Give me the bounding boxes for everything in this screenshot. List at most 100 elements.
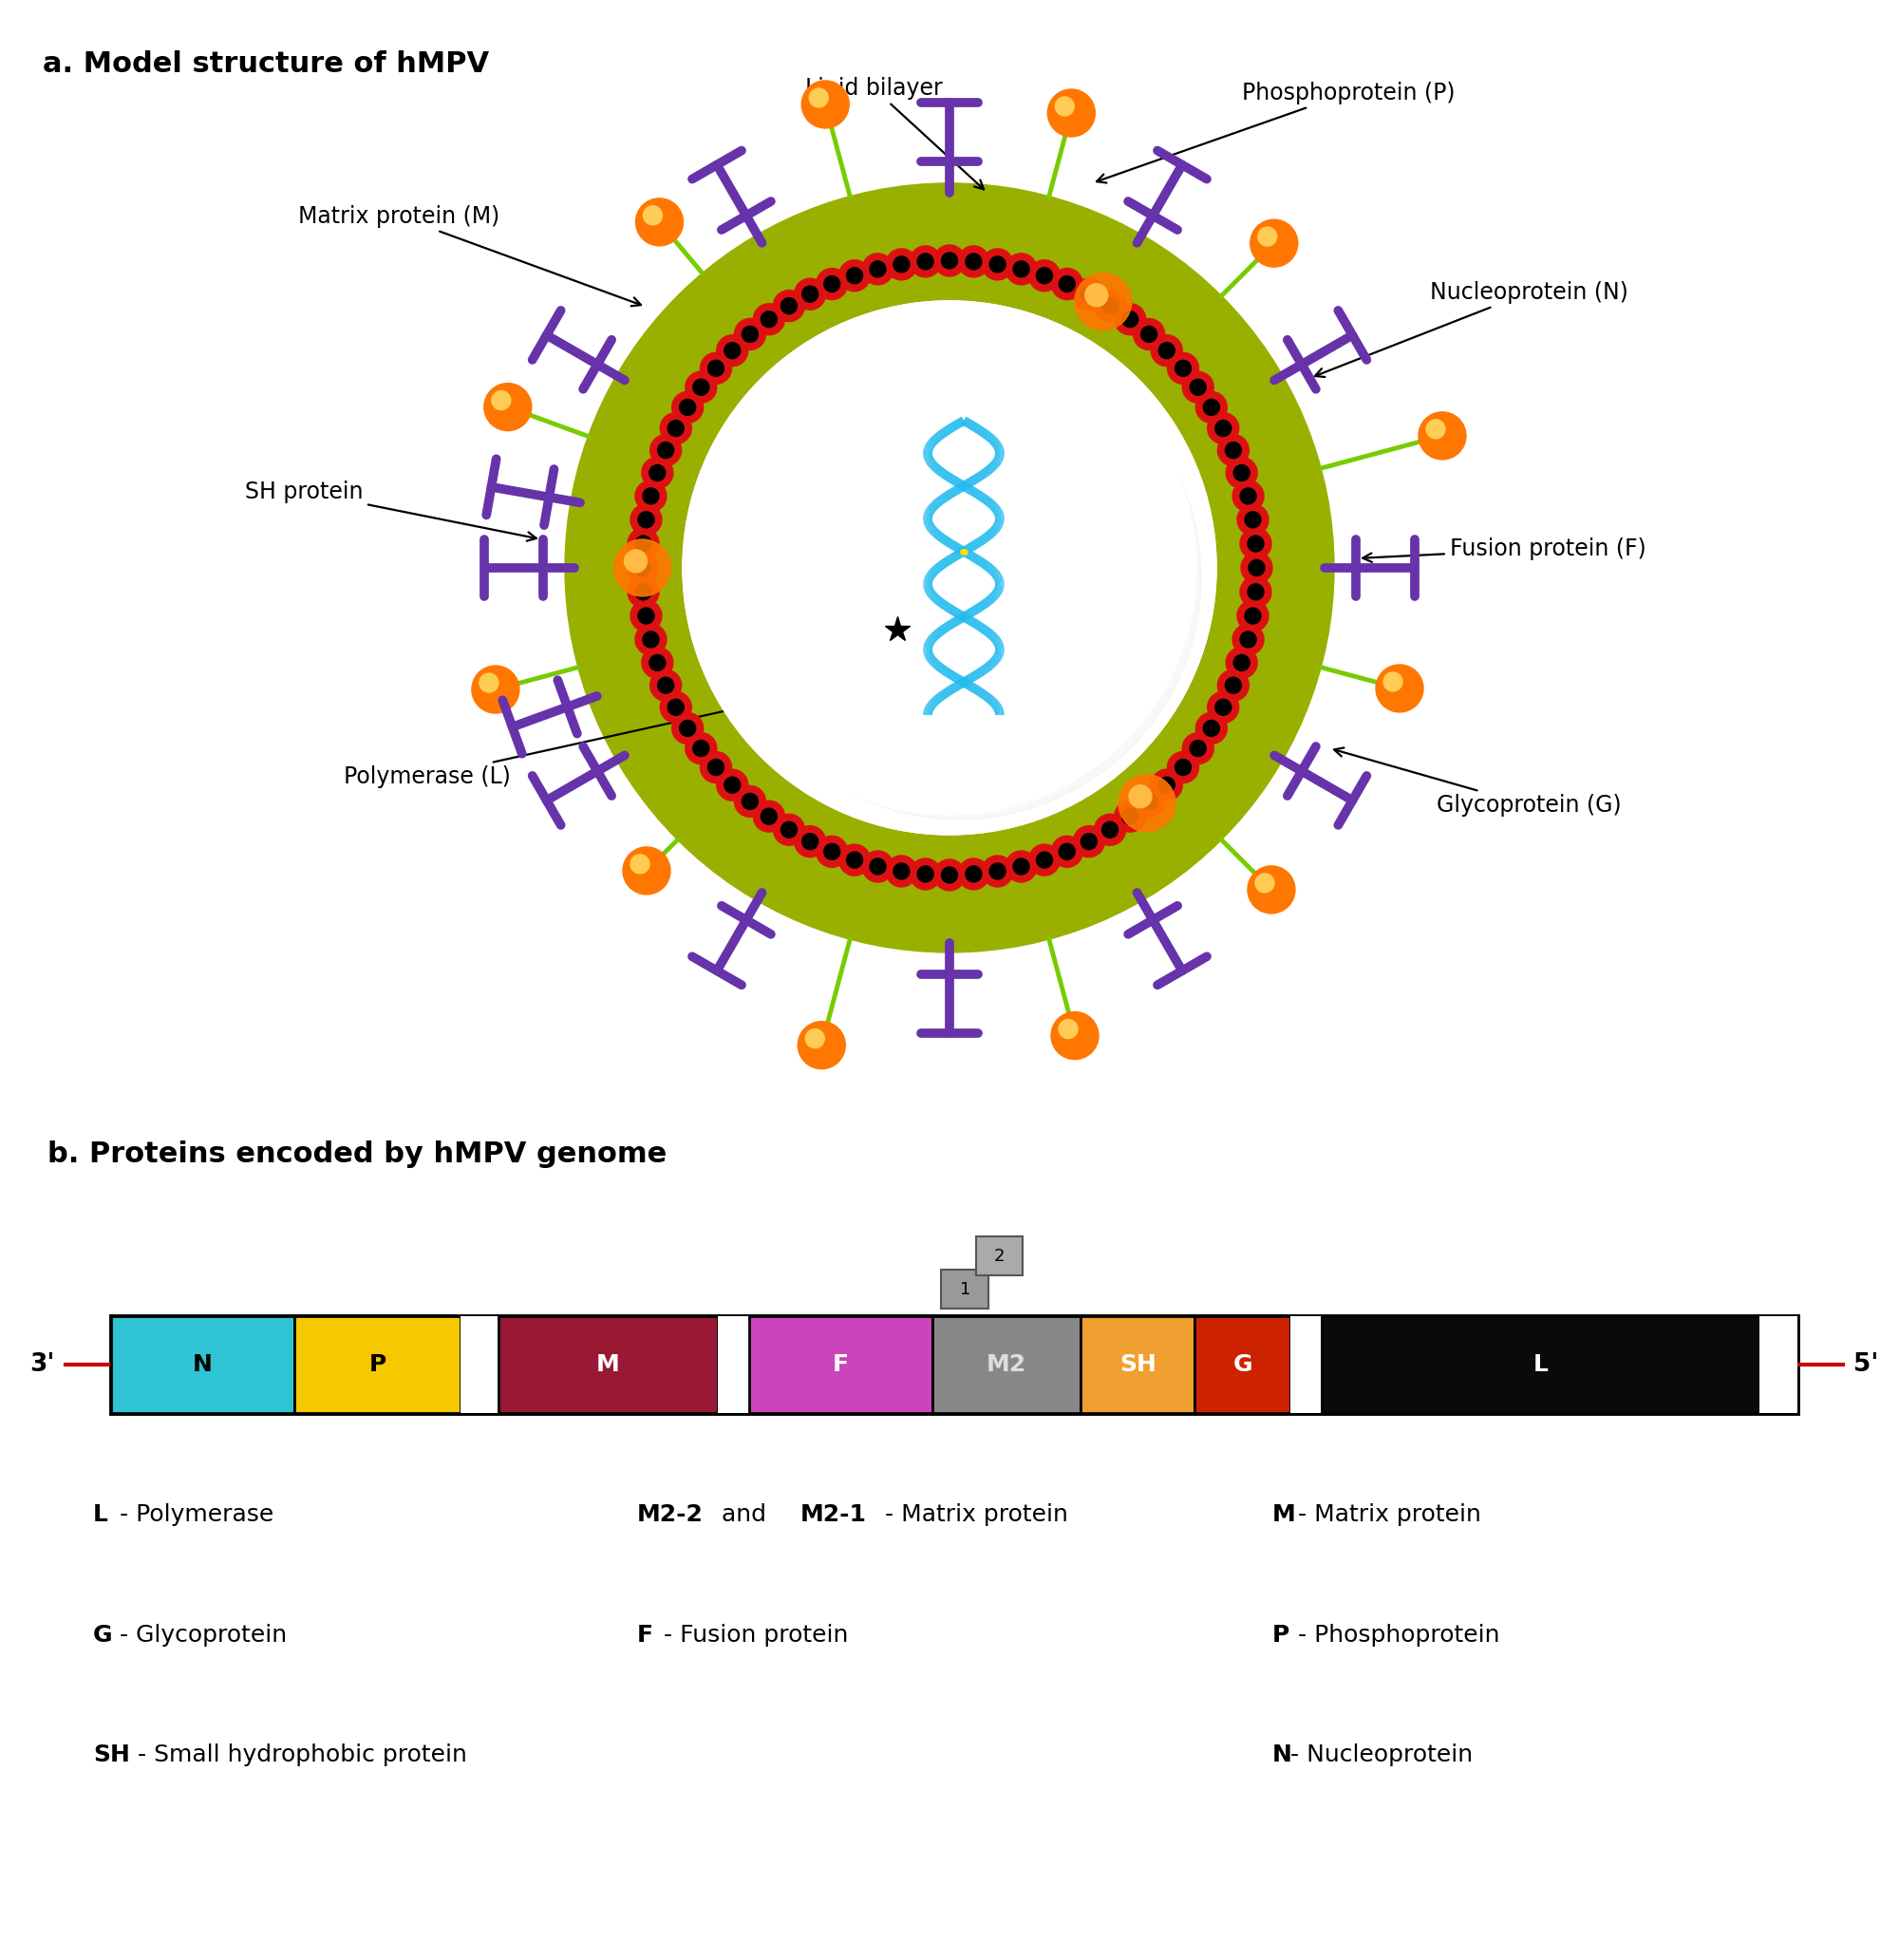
Circle shape xyxy=(1115,800,1145,831)
Circle shape xyxy=(1248,584,1265,600)
Circle shape xyxy=(708,361,724,376)
Circle shape xyxy=(649,465,665,480)
Text: M2-2: M2-2 xyxy=(636,1503,703,1527)
Circle shape xyxy=(794,825,826,857)
Bar xyxy=(1322,1315,1758,1413)
Circle shape xyxy=(649,655,665,670)
Circle shape xyxy=(1175,759,1191,776)
Text: N: N xyxy=(1272,1744,1291,1766)
Circle shape xyxy=(1217,670,1250,702)
Circle shape xyxy=(693,378,708,396)
Circle shape xyxy=(471,666,518,713)
Circle shape xyxy=(1094,813,1126,845)
Circle shape xyxy=(1006,253,1037,284)
Circle shape xyxy=(798,1021,845,1068)
Circle shape xyxy=(1037,853,1052,868)
Text: P: P xyxy=(1272,1623,1289,1646)
Text: 1: 1 xyxy=(959,1280,970,1298)
Circle shape xyxy=(1250,561,1265,576)
Circle shape xyxy=(917,866,934,882)
Circle shape xyxy=(773,813,805,845)
Text: SH protein: SH protein xyxy=(245,480,536,541)
Circle shape xyxy=(1122,312,1138,327)
Circle shape xyxy=(839,845,870,876)
Circle shape xyxy=(642,631,659,647)
Circle shape xyxy=(1094,290,1126,321)
Circle shape xyxy=(1037,269,1052,284)
Circle shape xyxy=(893,257,910,272)
Text: G: G xyxy=(93,1623,112,1646)
Circle shape xyxy=(627,553,659,584)
Circle shape xyxy=(1119,774,1175,831)
Circle shape xyxy=(1168,353,1198,384)
Circle shape xyxy=(686,372,716,404)
Circle shape xyxy=(1151,770,1183,802)
Circle shape xyxy=(724,343,741,359)
Circle shape xyxy=(1158,343,1175,359)
Circle shape xyxy=(1426,419,1445,439)
Circle shape xyxy=(817,269,847,300)
Circle shape xyxy=(703,321,1196,815)
Circle shape xyxy=(1238,504,1269,535)
Circle shape xyxy=(1227,457,1257,488)
Text: L: L xyxy=(93,1503,108,1527)
Bar xyxy=(110,1315,294,1413)
Text: - Matrix protein: - Matrix protein xyxy=(1291,1503,1481,1527)
Circle shape xyxy=(1204,400,1219,416)
Circle shape xyxy=(735,319,765,351)
Circle shape xyxy=(1196,713,1227,745)
Circle shape xyxy=(885,857,917,886)
Bar xyxy=(718,1315,748,1413)
Circle shape xyxy=(627,576,659,608)
Circle shape xyxy=(686,733,716,764)
Text: M: M xyxy=(1272,1503,1295,1527)
Circle shape xyxy=(642,647,672,678)
Circle shape xyxy=(847,853,862,868)
Circle shape xyxy=(917,253,934,270)
Circle shape xyxy=(1101,821,1119,837)
Circle shape xyxy=(1419,412,1466,459)
Text: Fusion protein (F): Fusion protein (F) xyxy=(1363,537,1646,563)
Circle shape xyxy=(754,800,784,831)
Circle shape xyxy=(634,561,649,576)
Circle shape xyxy=(642,457,672,488)
Bar xyxy=(748,1315,932,1413)
Circle shape xyxy=(910,245,942,276)
Circle shape xyxy=(754,372,1145,762)
Circle shape xyxy=(1134,319,1164,351)
Text: SH: SH xyxy=(1119,1352,1156,1376)
Bar xyxy=(1081,1315,1194,1413)
Circle shape xyxy=(735,786,765,817)
Bar xyxy=(499,1315,718,1413)
Circle shape xyxy=(1240,488,1257,504)
Text: P: P xyxy=(368,1352,385,1376)
Circle shape xyxy=(479,674,498,692)
Bar xyxy=(110,1315,1798,1413)
Text: SH: SH xyxy=(93,1744,129,1766)
Circle shape xyxy=(638,608,653,623)
Circle shape xyxy=(627,527,659,559)
Circle shape xyxy=(910,858,942,890)
Bar xyxy=(1291,1315,1322,1413)
Circle shape xyxy=(1208,692,1238,723)
Circle shape xyxy=(684,302,1215,835)
Bar xyxy=(1758,1315,1798,1413)
Circle shape xyxy=(630,504,661,535)
Circle shape xyxy=(1029,261,1060,292)
Circle shape xyxy=(1215,419,1231,437)
Circle shape xyxy=(1183,372,1213,404)
Circle shape xyxy=(934,245,965,276)
Circle shape xyxy=(769,388,1149,766)
Circle shape xyxy=(989,257,1006,272)
Circle shape xyxy=(1168,751,1198,782)
Bar xyxy=(932,1315,1081,1413)
Circle shape xyxy=(982,249,1014,280)
Circle shape xyxy=(668,700,684,715)
Text: F: F xyxy=(832,1352,849,1376)
Circle shape xyxy=(718,335,1202,819)
Circle shape xyxy=(1204,719,1219,737)
Text: N: N xyxy=(194,1352,213,1376)
Circle shape xyxy=(716,770,748,802)
Circle shape xyxy=(1240,527,1272,559)
Bar xyxy=(942,1270,989,1309)
